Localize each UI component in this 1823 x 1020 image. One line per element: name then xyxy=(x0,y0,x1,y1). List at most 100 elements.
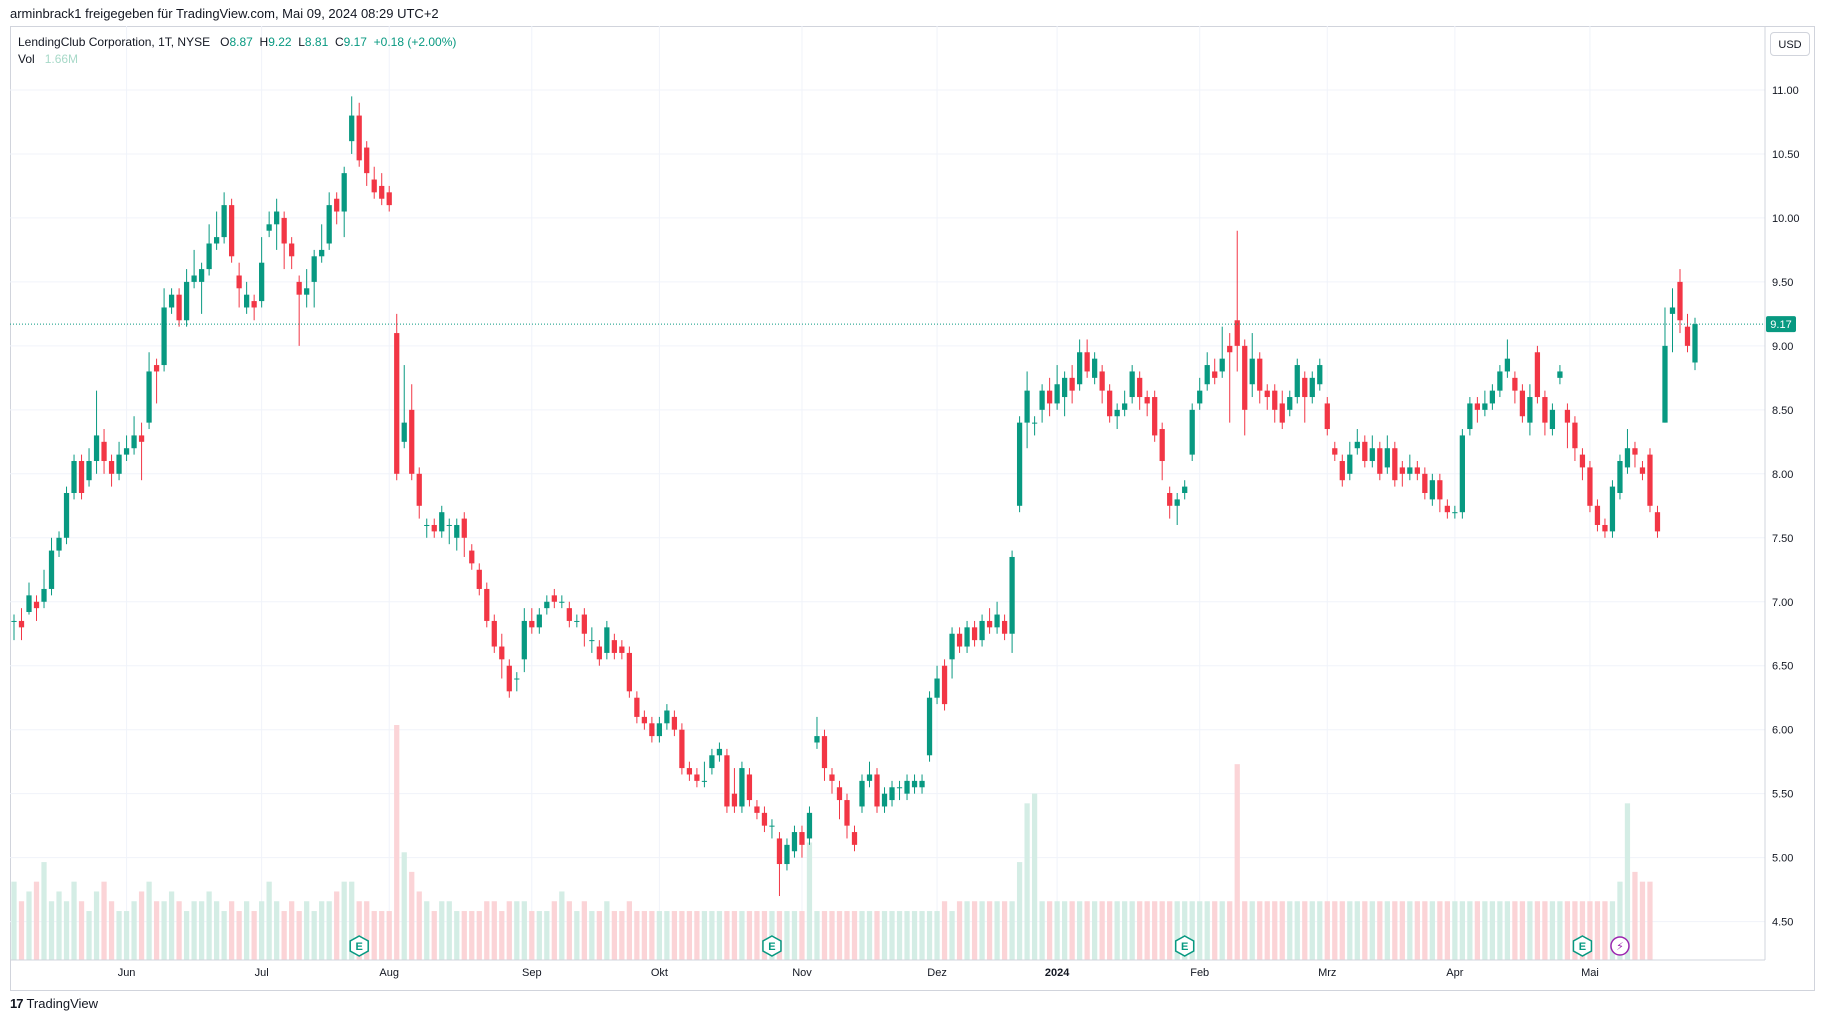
candle-body xyxy=(1519,390,1526,417)
volume-bar xyxy=(1347,901,1353,960)
volume-bar xyxy=(746,911,753,960)
volume-bar xyxy=(934,911,940,960)
volume-bar xyxy=(71,881,77,960)
volume-bar xyxy=(1249,901,1255,960)
candle-body xyxy=(1662,345,1668,423)
volume-bar xyxy=(289,901,295,960)
candle-body xyxy=(1624,448,1631,468)
volume-bar xyxy=(296,911,302,960)
footer-brand[interactable]: 17 TradingView xyxy=(10,996,98,1011)
candle-body xyxy=(1632,448,1638,455)
volume-bar xyxy=(191,901,197,960)
candle-body xyxy=(1189,409,1195,455)
volume-bar xyxy=(821,911,828,960)
volume-bar xyxy=(1099,901,1105,960)
currency-button[interactable]: USD xyxy=(1770,32,1810,56)
candle-body xyxy=(48,550,55,589)
open-value: 8.87 xyxy=(229,35,253,49)
volume-bar xyxy=(1009,901,1015,960)
candle-body xyxy=(93,435,100,462)
last-price-label-bg xyxy=(1766,316,1796,333)
earnings-marker-icon[interactable]: E xyxy=(1174,935,1195,957)
volume-bar xyxy=(1204,901,1210,960)
volume-bar xyxy=(1504,901,1511,960)
candle-body xyxy=(86,461,92,481)
earnings-letter: E xyxy=(356,941,363,953)
volume-bar xyxy=(26,891,32,960)
candle-body xyxy=(949,633,955,660)
volume-bar xyxy=(634,911,640,960)
volume-bar xyxy=(424,901,430,960)
volume-bar xyxy=(814,911,820,960)
high-value: 9.22 xyxy=(268,35,292,49)
candle-body xyxy=(1317,365,1323,385)
candle-body xyxy=(1272,390,1278,410)
volume-bar xyxy=(1122,901,1128,960)
candle-body xyxy=(138,435,145,442)
volume-bar xyxy=(1512,901,1518,960)
candle-body xyxy=(1377,448,1383,474)
dividend-marker-icon[interactable]: ⚡ xyxy=(1610,936,1630,956)
volume-bar xyxy=(536,911,542,960)
candle-body xyxy=(469,550,475,564)
earnings-marker-icon[interactable]: E xyxy=(1572,935,1593,957)
candle-body xyxy=(1024,390,1030,423)
volume-bar xyxy=(409,871,415,960)
candle-body xyxy=(1414,467,1420,474)
volume-bar xyxy=(1212,901,1218,960)
candle-body xyxy=(311,256,317,282)
candle-body xyxy=(1339,461,1345,481)
volume-bar xyxy=(1609,901,1616,960)
candle-body xyxy=(551,595,557,602)
earnings-marker-icon[interactable]: E xyxy=(349,935,369,957)
volume-bar xyxy=(176,901,182,960)
candle-body xyxy=(168,294,175,308)
volume-bar xyxy=(1392,901,1398,960)
symbol-name[interactable]: LendingClub Corporation, 1T, NYSE xyxy=(18,35,211,49)
candle-body xyxy=(296,281,302,295)
candle-body xyxy=(1572,422,1578,449)
volume-label[interactable]: Vol xyxy=(18,52,35,66)
volume-bar xyxy=(183,911,190,960)
earnings-marker-icon[interactable]: E xyxy=(762,935,782,957)
candle-body xyxy=(1167,493,1173,506)
candle-body xyxy=(1452,512,1458,514)
close-value: 9.17 xyxy=(343,35,367,49)
candle-body xyxy=(1639,467,1646,474)
volume-bar xyxy=(829,911,835,960)
volume-bar xyxy=(319,901,325,960)
time-tick-label: Sep xyxy=(522,967,542,979)
volume-bar xyxy=(33,881,40,960)
volume-bar xyxy=(754,911,760,960)
volume-bar xyxy=(1061,901,1068,960)
volume-bar xyxy=(311,911,317,960)
candle-body xyxy=(784,844,790,865)
shared-by-header: arminbrack1 freigegeben für TradingView.… xyxy=(10,6,439,21)
candle-body xyxy=(1279,403,1285,423)
volume-bar xyxy=(1452,901,1458,960)
candle-body xyxy=(581,614,587,634)
volume-bar xyxy=(244,901,250,960)
candle-body xyxy=(724,755,730,807)
candle-body xyxy=(574,620,580,622)
time-tick-label: Mrz xyxy=(1318,967,1336,979)
volume-bar xyxy=(1557,901,1563,960)
volume-bar xyxy=(138,891,145,960)
volume-bar xyxy=(904,911,910,960)
volume-bar xyxy=(551,901,557,960)
volume-bar xyxy=(604,901,610,960)
volume-bar xyxy=(439,901,445,960)
volume-bar xyxy=(431,911,437,960)
volume-bar xyxy=(1324,901,1330,960)
volume-bar xyxy=(386,911,392,960)
volume-bar xyxy=(1077,901,1083,960)
volume-bar xyxy=(1287,901,1293,960)
volume-bar xyxy=(1137,901,1143,960)
candle-body xyxy=(589,640,595,642)
candle-body xyxy=(1122,403,1128,410)
open-label: O xyxy=(220,35,230,49)
volume-bar xyxy=(259,901,265,960)
candle-body xyxy=(859,780,865,807)
candle-body xyxy=(1039,390,1045,410)
